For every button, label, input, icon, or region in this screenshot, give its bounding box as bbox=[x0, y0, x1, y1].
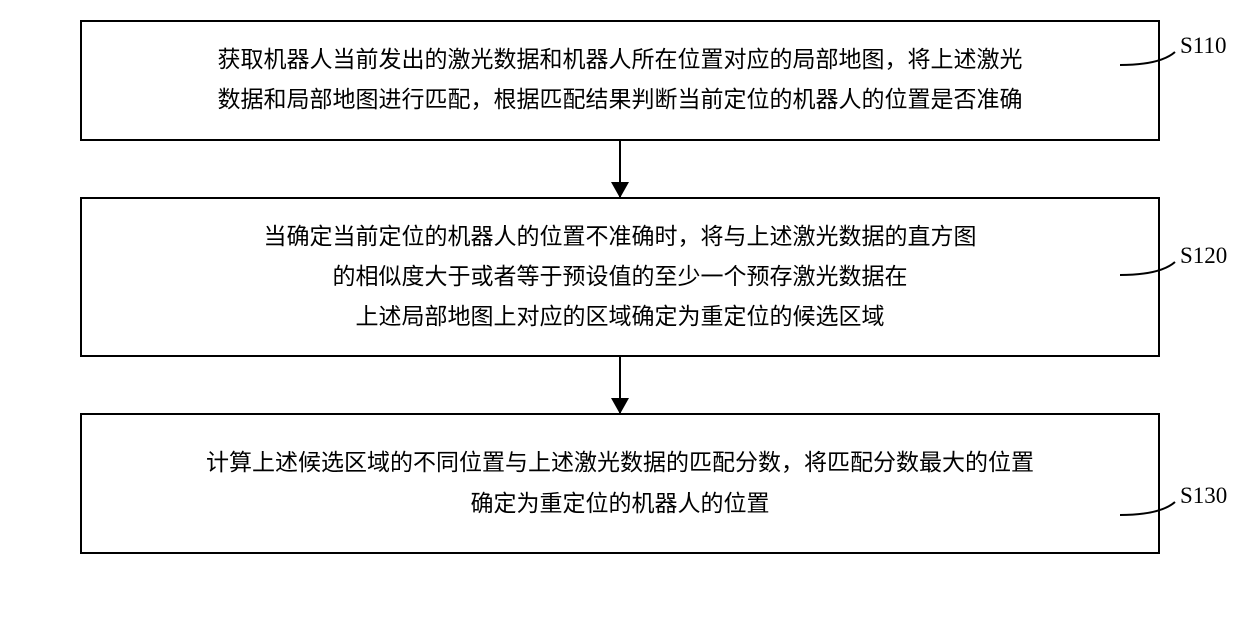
flowchart-root: 获取机器人当前发出的激光数据和机器人所在位置对应的局部地图，将上述激光 数据和局… bbox=[40, 20, 1200, 554]
arrow-head-icon bbox=[611, 182, 629, 198]
flow-node-s120: 当确定当前定位的机器人的位置不准确时，将与上述激光数据的直方图 的相似度大于或者… bbox=[80, 197, 1160, 358]
flow-arrow bbox=[619, 357, 621, 413]
node-text: 确定为重定位的机器人的位置 bbox=[471, 491, 770, 516]
node-text: 获取机器人当前发出的激光数据和机器人所在位置对应的局部地图，将上述激光 bbox=[218, 47, 1023, 72]
node-text: 上述局部地图上对应的区域确定为重定位的候选区域 bbox=[356, 304, 885, 329]
node-label-s110: S110 bbox=[1180, 33, 1226, 59]
node-label-s120: S120 bbox=[1180, 243, 1227, 269]
node-text: 的相似度大于或者等于预设值的至少一个预存激光数据在 bbox=[333, 264, 908, 289]
node-text: 计算上述候选区域的不同位置与上述激光数据的匹配分数，将匹配分数最大的位置 bbox=[206, 450, 1034, 475]
flow-node-s110: 获取机器人当前发出的激光数据和机器人所在位置对应的局部地图，将上述激光 数据和局… bbox=[80, 20, 1160, 141]
node-text: 数据和局部地图进行匹配，根据匹配结果判断当前定位的机器人的位置是否准确 bbox=[218, 87, 1023, 112]
flow-arrow bbox=[619, 141, 621, 197]
arrow-head-icon bbox=[611, 398, 629, 414]
node-text: 当确定当前定位的机器人的位置不准确时，将与上述激光数据的直方图 bbox=[264, 224, 977, 249]
flow-node-s130: 计算上述候选区域的不同位置与上述激光数据的匹配分数，将匹配分数最大的位置 确定为… bbox=[80, 413, 1160, 554]
node-label-s130: S130 bbox=[1180, 483, 1227, 509]
